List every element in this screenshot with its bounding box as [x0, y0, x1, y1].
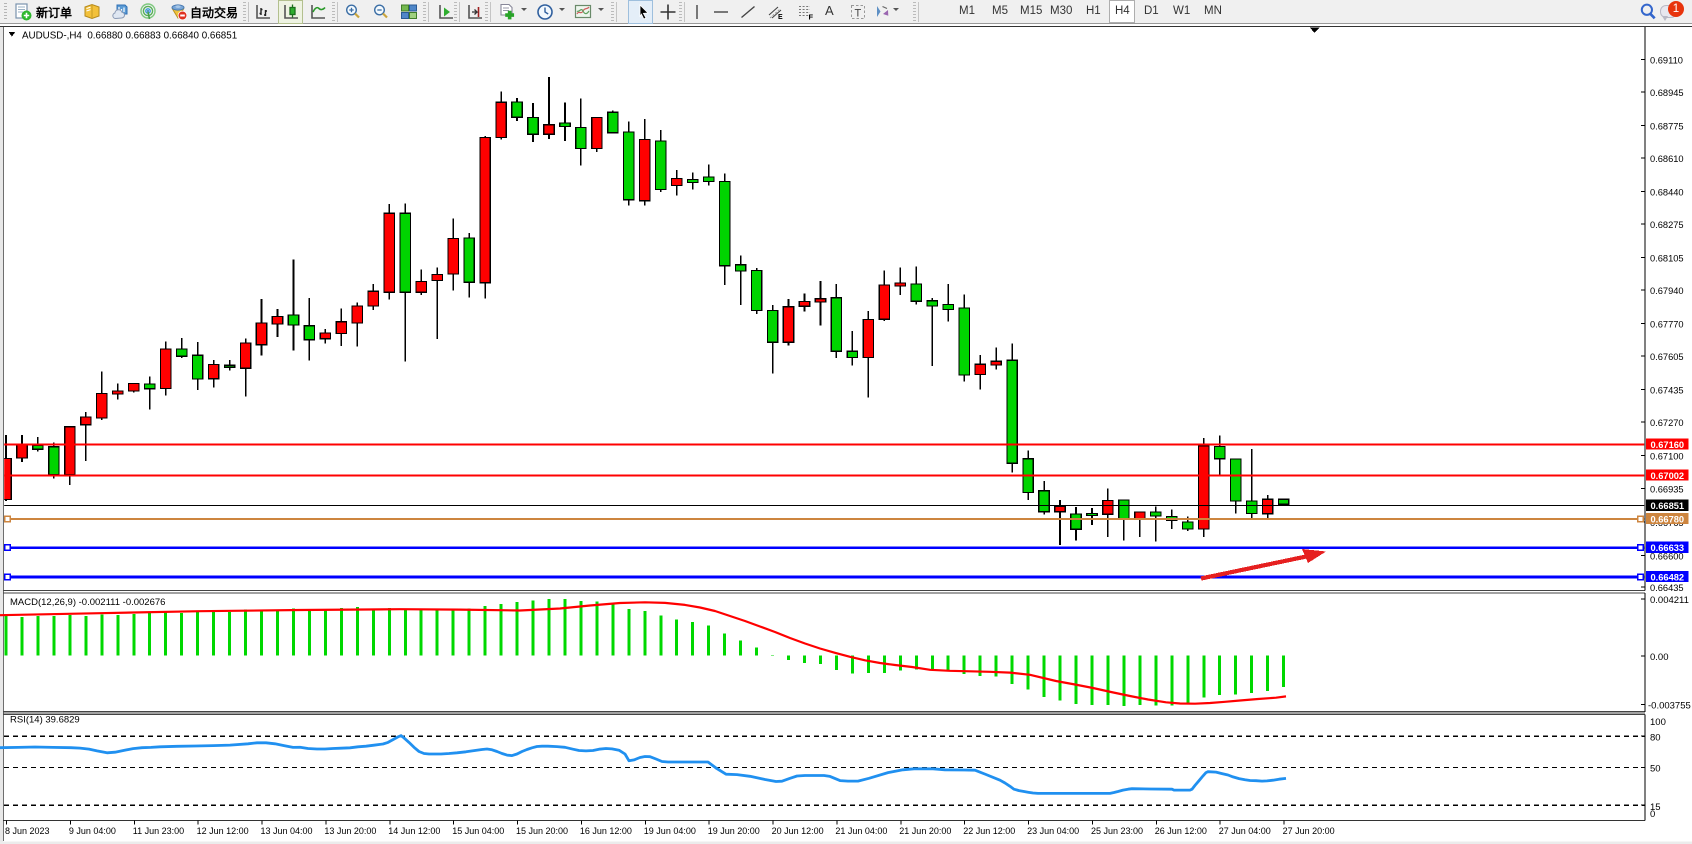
svg-text:AUDUSD-,H4 0.66880 0.66883 0.: AUDUSD-,H4 0.66880 0.66883 0.66840 0.668… — [22, 31, 237, 42]
svg-text:MACD(12,26,9) -0.002111 -0.002: MACD(12,26,9) -0.002111 -0.002676 — [10, 597, 165, 608]
svg-text:15 Jun 20:00: 15 Jun 20:00 — [516, 826, 568, 836]
svg-text:9 Jun 04:00: 9 Jun 04:00 — [69, 826, 116, 836]
svg-text:0.69110: 0.69110 — [1650, 56, 1683, 66]
svg-text:0.66851: 0.66851 — [1651, 501, 1685, 511]
svg-text:26 Jun 12:00: 26 Jun 12:00 — [1155, 826, 1207, 836]
svg-text:25 Jun 23:00: 25 Jun 23:00 — [1091, 826, 1143, 836]
svg-text:19 Jun 20:00: 19 Jun 20:00 — [708, 826, 760, 836]
svg-text:13 Jun 04:00: 13 Jun 04:00 — [261, 826, 313, 836]
svg-text:27 Jun 20:00: 27 Jun 20:00 — [1283, 826, 1335, 836]
svg-text:0.66633: 0.66633 — [1651, 543, 1685, 553]
svg-text:-0.003755: -0.003755 — [1648, 701, 1691, 712]
svg-text:F: F — [809, 13, 814, 22]
svg-text:50: 50 — [1650, 764, 1661, 775]
svg-text:0.68775: 0.68775 — [1650, 122, 1684, 132]
svg-text:16 Jun 12:00: 16 Jun 12:00 — [580, 826, 632, 836]
svg-text:0.68440: 0.68440 — [1650, 188, 1684, 198]
svg-text:RSI(14) 39.6829: RSI(14) 39.6829 — [10, 715, 80, 726]
svg-text:0.68275: 0.68275 — [1650, 220, 1684, 230]
svg-text:0.004211: 0.004211 — [1650, 595, 1689, 606]
svg-text:0.66780: 0.66780 — [1651, 515, 1685, 525]
svg-text:0.67270: 0.67270 — [1650, 418, 1684, 428]
svg-text:0.67940: 0.67940 — [1650, 286, 1684, 296]
svg-text:21 Jun 04:00: 21 Jun 04:00 — [835, 826, 887, 836]
svg-text:23 Jun 04:00: 23 Jun 04:00 — [1027, 826, 1079, 836]
svg-text:0.67160: 0.67160 — [1651, 440, 1685, 450]
svg-text:0.67002: 0.67002 — [1651, 471, 1685, 481]
svg-text:15 Jun 04:00: 15 Jun 04:00 — [452, 826, 504, 836]
svg-text:27 Jun 04:00: 27 Jun 04:00 — [1219, 826, 1271, 836]
svg-text:20 Jun 12:00: 20 Jun 12:00 — [772, 826, 824, 836]
svg-text:0.68105: 0.68105 — [1650, 254, 1684, 264]
svg-text:15: 15 — [1650, 802, 1661, 813]
svg-text:13 Jun 20:00: 13 Jun 20:00 — [324, 826, 376, 836]
svg-text:0: 0 — [1650, 809, 1655, 820]
svg-text:0.66482: 0.66482 — [1651, 572, 1685, 582]
svg-text:0.67435: 0.67435 — [1650, 386, 1684, 396]
svg-text:0.68610: 0.68610 — [1650, 154, 1684, 164]
svg-text:22 Jun 12:00: 22 Jun 12:00 — [963, 826, 1015, 836]
svg-text:T: T — [855, 8, 862, 20]
svg-text:0.66935: 0.66935 — [1650, 485, 1684, 495]
svg-text:0.66600: 0.66600 — [1650, 551, 1684, 561]
svg-text:0.67100: 0.67100 — [1650, 452, 1684, 462]
svg-text:11 Jun 23:00: 11 Jun 23:00 — [133, 826, 184, 836]
svg-text:0.00: 0.00 — [1650, 652, 1669, 663]
svg-text:100: 100 — [1650, 717, 1666, 728]
svg-text:0.68945: 0.68945 — [1650, 88, 1684, 98]
svg-text:0.67605: 0.67605 — [1650, 352, 1684, 362]
svg-text:14 Jun 12:00: 14 Jun 12:00 — [388, 826, 440, 836]
svg-text:12 Jun 12:00: 12 Jun 12:00 — [197, 826, 249, 836]
svg-text:0.67770: 0.67770 — [1650, 320, 1684, 330]
svg-text:8 Jun 2023: 8 Jun 2023 — [5, 826, 50, 836]
svg-text:E: E — [778, 14, 783, 21]
svg-text:80: 80 — [1650, 733, 1661, 744]
svg-text:21 Jun 20:00: 21 Jun 20:00 — [899, 826, 951, 836]
svg-text:0.66435: 0.66435 — [1650, 583, 1684, 593]
svg-text:19 Jun 04:00: 19 Jun 04:00 — [644, 826, 696, 836]
